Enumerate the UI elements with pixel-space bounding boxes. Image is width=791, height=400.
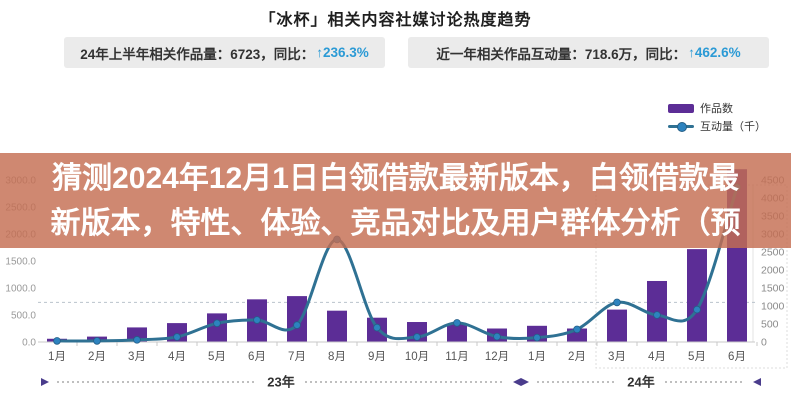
axis-label: 2月 (88, 351, 106, 363)
axis-label: 500 (761, 319, 779, 331)
bar-works-count (687, 249, 707, 342)
line-marker-dot (293, 321, 301, 329)
bar-works-count (207, 313, 227, 342)
line-marker-dot (53, 337, 61, 345)
bracket-arrow-right-icon (513, 378, 521, 386)
legend-line-label: 互动量（千） (700, 121, 766, 133)
axis-label: 3月 (608, 351, 626, 363)
stat-works-yoy-value: ↑236.3% (316, 45, 369, 60)
line-marker-dot (493, 332, 501, 341)
axis-label: 8月 (328, 351, 346, 363)
page-title: 「冰杯」相关内容社媒讨论热度趋势 (259, 12, 532, 29)
axis-label: 23年 (267, 375, 294, 390)
legend-bars-label: 作品数 (700, 103, 733, 115)
axis-label: 12月 (485, 351, 509, 363)
legend-item-bars: 作品数 (668, 99, 766, 117)
chart-legend: 作品数 互动量（千） (668, 99, 766, 135)
highlight-region-box (595, 184, 788, 369)
axis-label: 11月 (445, 351, 468, 363)
stat-badge-works-count: 24年上半年相关作品量：6723，同比： ↑236.3% (64, 37, 385, 68)
bracket-arrow-left-icon (521, 378, 529, 386)
axis-label: 5月 (688, 351, 706, 363)
axis-label: 1000 (761, 301, 785, 313)
line-marker-dot (213, 319, 221, 328)
axis-label: 4月 (168, 351, 186, 363)
stat-works-label: 24年上半年相关作品量：6723，同比： (80, 46, 315, 62)
bar-works-count (607, 309, 627, 342)
line-marker-dot (173, 333, 181, 341)
line-marker-dot (613, 298, 621, 307)
bar-works-count (447, 324, 467, 342)
line-marker-dot (693, 305, 701, 314)
axis-label: 3月 (128, 351, 146, 363)
axis-label: 9月 (368, 351, 386, 363)
axis-label: 6月 (248, 351, 266, 363)
line-marker-dot (413, 333, 421, 341)
stat-engage-label: 近一年相关作品互动量：718.6万，同比： (436, 46, 687, 62)
line-marker-dot (533, 333, 541, 342)
axis-label: 0 (761, 337, 767, 349)
axis-label: 1月 (528, 351, 546, 363)
axis-label: 10月 (405, 351, 429, 363)
headline-line-1: 猜测2024年12月1日白领借款最新版本，白领借款最 (52, 161, 739, 195)
axis-label: 2月 (568, 351, 586, 363)
axis-label: 1月 (48, 351, 66, 363)
stat-engage-yoy-value: ↑462.6% (688, 45, 741, 60)
axis-label: 2000 (761, 265, 785, 277)
headline-overlay: 猜测2024年12月1日白领借款最新版本，白领借款最 新版本，特性、体验、竞品对… (0, 153, 791, 248)
line-marker-dot (93, 337, 101, 345)
line-marker-dot (653, 311, 661, 319)
axis-label: 1500 (761, 283, 785, 295)
axis-label: 500.0 (11, 311, 36, 322)
line-marker-dot (453, 319, 461, 327)
axis-label: 7月 (288, 351, 306, 363)
axis-label: 24年 (627, 375, 654, 390)
bar-works-count (327, 310, 347, 342)
line-marker-dot (573, 325, 581, 334)
bracket-arrow-right-icon (753, 378, 761, 386)
axis-label: 6月 (728, 351, 746, 363)
axis-label: 0.0 (22, 338, 36, 349)
bar-swatch-icon (668, 103, 694, 113)
axis-label: 4月 (648, 351, 666, 363)
line-swatch-icon (668, 121, 694, 132)
line-marker-dot (373, 323, 381, 332)
line-marker-dot (133, 336, 141, 344)
legend-item-line: 互动量（千） (668, 117, 766, 135)
line-marker-dot (253, 316, 261, 324)
bar-works-count (287, 296, 307, 342)
axis-label: 1500.0 (5, 257, 36, 268)
stat-badge-engagement: 近一年相关作品互动量：718.6万，同比： ↑462.6% (408, 37, 769, 68)
axis-label: 1000.0 (5, 284, 36, 295)
axis-label: 2500 (761, 247, 785, 259)
axis-label: 5月 (208, 351, 226, 363)
headline-line-2: 新版本，特性、体验、竞品对比及用户群体分析（预 (50, 206, 741, 240)
bracket-arrow-left-icon (41, 378, 49, 386)
